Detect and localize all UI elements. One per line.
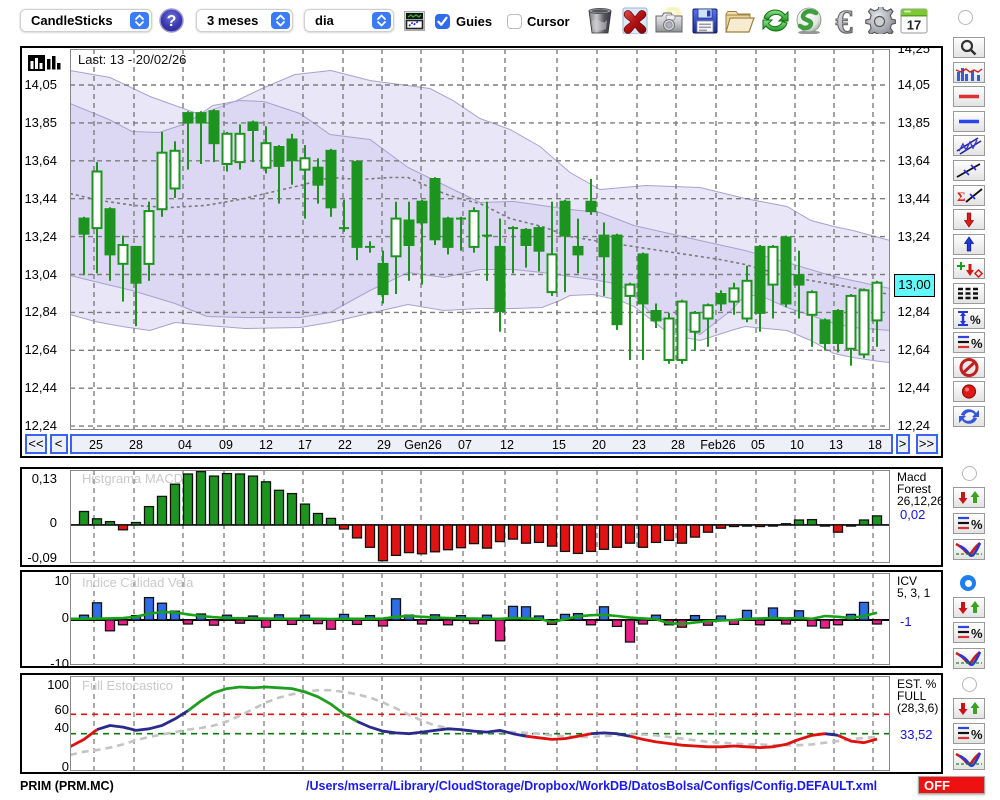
- svg-text:%: %: [971, 336, 983, 351]
- svg-text:%: %: [971, 727, 983, 742]
- svg-text:%: %: [971, 626, 983, 641]
- svg-text:?: ?: [167, 13, 177, 30]
- svg-text:€: €: [836, 7, 853, 34]
- svg-text:17: 17: [907, 18, 921, 33]
- svg-text:Σ: Σ: [957, 189, 966, 204]
- svg-text:%: %: [970, 313, 981, 327]
- svg-text:%: %: [971, 517, 983, 532]
